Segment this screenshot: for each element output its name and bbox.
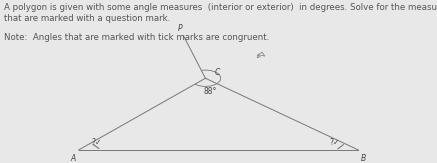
Text: that are marked with a question mark.: that are marked with a question mark. <box>4 14 170 23</box>
Text: A: A <box>71 154 76 163</box>
Text: P: P <box>178 24 182 33</box>
Text: B: B <box>361 154 366 163</box>
Text: ?✓: ?✓ <box>329 138 340 147</box>
Text: ?✓: ?✓ <box>92 138 102 147</box>
Text: 88°: 88° <box>203 87 216 96</box>
Text: C: C <box>215 68 220 77</box>
Text: Note:  Angles that are marked with tick marks are congruent.: Note: Angles that are marked with tick m… <box>4 33 270 42</box>
Text: A polygon is given with some angle measures  (interior or exterior)  in degrees.: A polygon is given with some angle measu… <box>4 3 437 12</box>
